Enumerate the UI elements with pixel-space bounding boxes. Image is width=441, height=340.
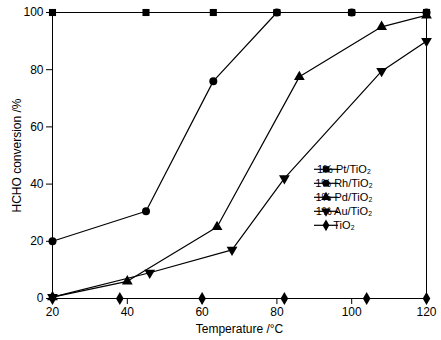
svg-text:80: 80 [30,63,44,77]
svg-text:1% Pt/TiO₂: 1% Pt/TiO₂ [317,163,371,175]
svg-text:0: 0 [37,291,44,305]
svg-text:20: 20 [46,305,60,319]
svg-text:60: 60 [30,120,44,134]
svg-text:100: 100 [342,305,362,319]
svg-text:1% Au/TiO₂: 1% Au/TiO₂ [316,205,372,217]
svg-text:1% Pd/TiO₂: 1% Pd/TiO₂ [315,191,372,203]
svg-text:40: 40 [30,177,44,191]
svg-text:20: 20 [30,234,44,248]
svg-text:100: 100 [23,5,43,19]
svg-text:40: 40 [121,305,135,319]
svg-text:Temperature /°C: Temperature /°C [196,322,284,336]
svg-text:TiO₂: TiO₂ [333,219,355,231]
svg-text:60: 60 [195,305,209,319]
svg-text:1% Rh/TiO₂: 1% Rh/TiO₂ [315,177,373,189]
svg-text:HCHO conversion /%: HCHO conversion /% [10,98,24,212]
svg-text:120: 120 [416,305,436,319]
svg-text:80: 80 [270,305,284,319]
